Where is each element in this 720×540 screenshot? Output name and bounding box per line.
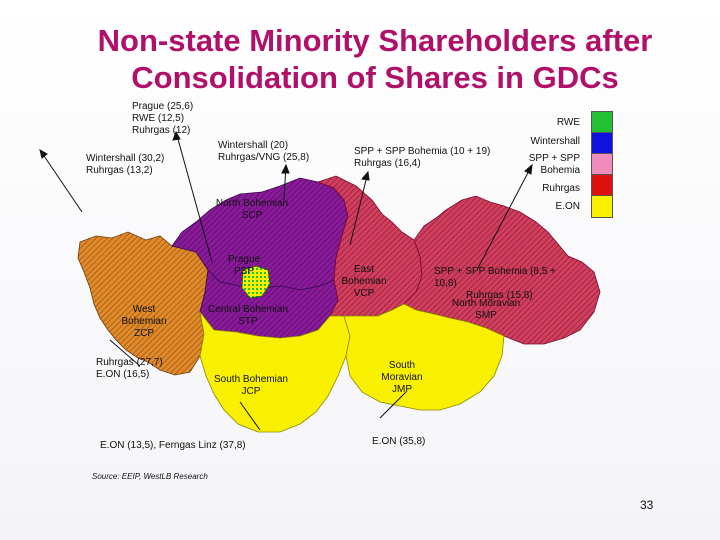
legend-swatch-spp bbox=[591, 153, 613, 176]
label-north-bohemian: North Bohemian SCP bbox=[215, 198, 289, 221]
legend-label-eon: E.ON bbox=[555, 201, 580, 212]
region-south-bohemian bbox=[199, 311, 351, 433]
callout-arrows bbox=[39, 130, 533, 431]
note-east: SPP + SPP Bohemia (10 + 19) Ruhrgas (16,… bbox=[354, 146, 491, 169]
label-west-bohemian: West Bohemian ZCP bbox=[121, 304, 167, 339]
label-prague: Prague PSP bbox=[227, 254, 261, 277]
label-east-bohemian: East Bohemian VCP bbox=[341, 264, 387, 299]
source-note: Source: EEIP, WestLB Research bbox=[92, 472, 208, 481]
note-southwest: Ruhrgas (27,7) E.ON (16,5) bbox=[96, 357, 163, 380]
legend-swatch-eon bbox=[591, 195, 613, 218]
page-number: 33 bbox=[640, 498, 654, 512]
label-north-moravian-note2: Ruhrgas (15,8) bbox=[466, 290, 533, 301]
legend-swatch-ruhrgas bbox=[591, 174, 613, 197]
region-west-bohemian bbox=[77, 231, 209, 376]
region-south-moravian bbox=[343, 303, 505, 411]
legend-label-rwe: RWE bbox=[556, 117, 580, 128]
slide-title: Non-state Minority Shareholders after Co… bbox=[97, 23, 653, 95]
label-north-moravian: North Moravian SMP bbox=[451, 298, 521, 321]
note-south-moravia: E.ON (35,8) bbox=[372, 436, 426, 447]
label-north-moravian-note: SPP + SPP Bohemia (8,5 + 10,8) bbox=[434, 266, 556, 289]
legend-swatch-rwe bbox=[591, 111, 613, 134]
label-south-bohemian: South Bohemian JCP bbox=[214, 374, 288, 397]
region-prague bbox=[241, 265, 271, 299]
note-north-central: Wintershall (20) Ruhrgas/VNG (25,8) bbox=[218, 140, 310, 163]
label-south-moravian: South Moravian JMP bbox=[381, 360, 423, 395]
label-central-bohemian: Central Bohemian STP bbox=[207, 304, 289, 327]
note-west: Wintershall (30,2) Ruhrgas (13,2) bbox=[86, 153, 165, 176]
legend-label-wintershall: Wintershall bbox=[530, 136, 580, 147]
note-south-bohemia: E.ON (13,5), Ferngas Linz (37,8) bbox=[100, 440, 246, 451]
legend-swatch-wintershall bbox=[591, 132, 613, 155]
legend-label-ruhrgas: Ruhrgas bbox=[542, 183, 580, 194]
legend-label-spp: SPP + SPP Bohemia bbox=[528, 153, 580, 176]
note-prague: Prague (25,6) RWE (12,5) Ruhrgas (12) bbox=[132, 101, 194, 136]
